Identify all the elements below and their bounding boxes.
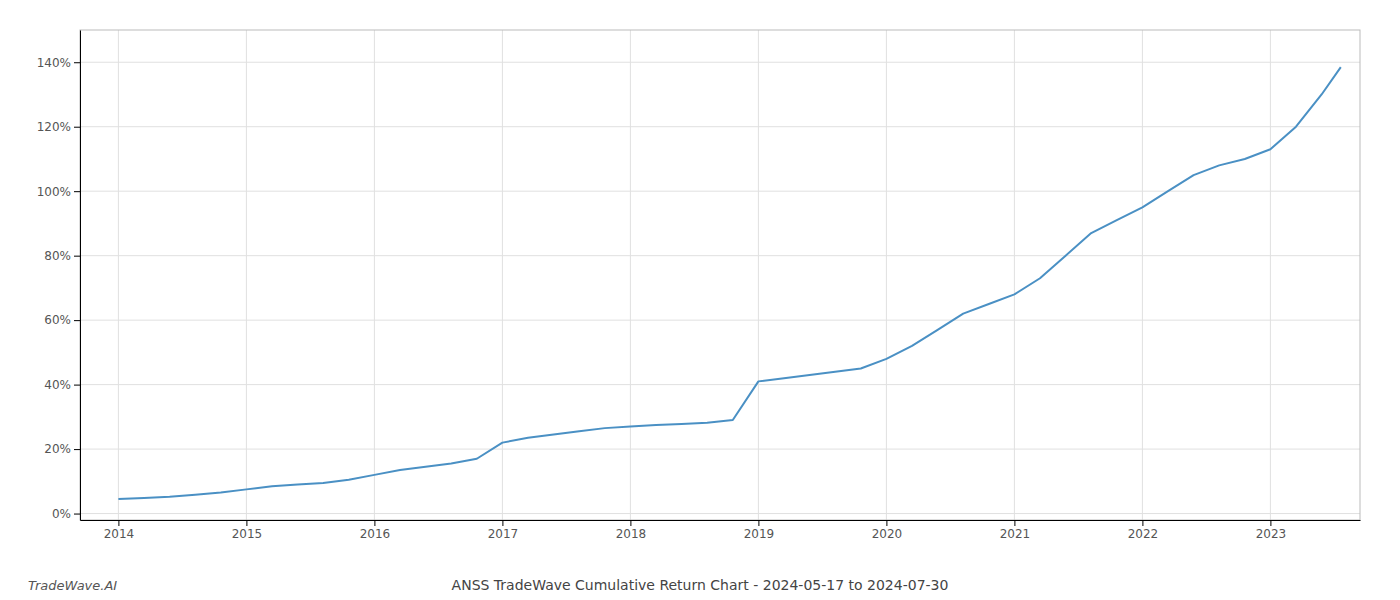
plot: 2014 2015 2016 2017 2018 2019 2020 2021 2022 2023… (37, 30, 1361, 541)
chart: 2014 2015 2016 2017 2018 2019 2020 2021 2022 2023… (0, 0, 1400, 600)
x-grid-line (374, 30, 375, 520)
x-tick-label: 2020 (872, 527, 903, 541)
x-tick: 2020 (872, 520, 903, 541)
x-tick-mark (374, 520, 375, 526)
x-tick-mark (630, 520, 631, 526)
x-tick-label: 2023 (1256, 527, 1287, 541)
title: ANSS TradeWave Cumulative Return Chart -… (452, 577, 949, 593)
x-tick: 2019 (744, 520, 775, 541)
x-tick-label: 2022 (1128, 527, 1159, 541)
y-grid-line (80, 255, 1360, 256)
grid (80, 30, 1360, 520)
x-tick-mark (118, 520, 119, 526)
x-tick-mark (246, 520, 247, 526)
x-tick-mark (886, 520, 887, 526)
x-axis: 2014 2015 2016 2017 2018 2019 2020 2021 2022 2023 (81, 520, 1361, 541)
y-grid-line (80, 320, 1360, 321)
x-tick-label: 2018 (616, 527, 647, 541)
x-tick-mark (502, 520, 503, 526)
x-tick: 2021 (1000, 520, 1031, 541)
y-grid-line (80, 62, 1360, 63)
y-tick-mark (74, 449, 80, 450)
y-tick: 60% (44, 313, 80, 327)
x-tick: 2022 (1128, 520, 1159, 541)
x-grid-line (1270, 30, 1271, 520)
x-tick-mark (1270, 520, 1271, 526)
x-tick-label: 2017 (488, 527, 519, 541)
x-tick: 2016 (360, 520, 391, 541)
x-tick-label: 2021 (1000, 527, 1031, 541)
y-axis-line (80, 31, 81, 521)
y-tick: 140% (37, 56, 80, 70)
y-tick-mark (74, 127, 80, 128)
y-tick-mark (74, 514, 80, 515)
y-tick: 100% (37, 185, 80, 199)
x-grid-line (502, 30, 503, 520)
y-tick-mark (74, 385, 80, 386)
y-tick-mark (74, 62, 80, 63)
y-tick-label: 140% (37, 56, 71, 70)
marks (118, 67, 1340, 499)
y-grid-line (80, 449, 1360, 450)
y-tick-label: 0% (52, 507, 71, 521)
x-tick-mark (1014, 520, 1015, 526)
y-tick: 0% (52, 507, 80, 521)
x-grid-line (1142, 30, 1143, 520)
y-tick: 80% (44, 249, 80, 263)
x-tick: 2017 (488, 520, 519, 541)
y-tick-label: 20% (44, 442, 71, 456)
y-grid-line (80, 384, 1360, 385)
x-tick: 2023 (1256, 520, 1287, 541)
y-tick: 20% (44, 442, 80, 456)
x-tick-label: 2019 (744, 527, 775, 541)
x-grid-line (118, 30, 119, 520)
x-tick: 2018 (616, 520, 647, 541)
plot-frame (80, 30, 1360, 520)
y-grid-line (80, 126, 1360, 127)
y-tick-label: 60% (44, 313, 71, 327)
x-tick-label: 2016 (360, 527, 391, 541)
y-tick: 120% (37, 120, 80, 134)
x-grid-line (1014, 30, 1015, 520)
x-grid-line (246, 30, 247, 520)
x-grid-line (630, 30, 631, 520)
y-tick-label: 80% (44, 249, 71, 263)
y-grid-line (80, 513, 1360, 514)
y-tick-label: 40% (44, 378, 71, 392)
y-tick-mark (74, 320, 80, 321)
y-tick-mark (74, 191, 80, 192)
x-grid-line (886, 30, 887, 520)
background (0, 0, 1400, 600)
y-tick-mark (74, 256, 80, 257)
x-tick: 2014 (104, 520, 135, 541)
x-tick-mark (1142, 520, 1143, 526)
x-grid-line (758, 30, 759, 520)
y-tick: 40% (44, 378, 80, 392)
y-tick-label: 100% (37, 185, 71, 199)
x-tick: 2015 (232, 520, 263, 541)
x-axis-line (81, 520, 1361, 521)
x-tick-label: 2014 (104, 527, 135, 541)
line (118, 67, 1340, 499)
y-tick-label: 120% (37, 120, 71, 134)
x-tick-mark (758, 520, 759, 526)
watermark: TradeWave.AI (28, 578, 117, 593)
y-axis: 0% 20% 40% 60% 80% 100% 120% 140% (37, 31, 81, 521)
x-tick-label: 2015 (232, 527, 263, 541)
